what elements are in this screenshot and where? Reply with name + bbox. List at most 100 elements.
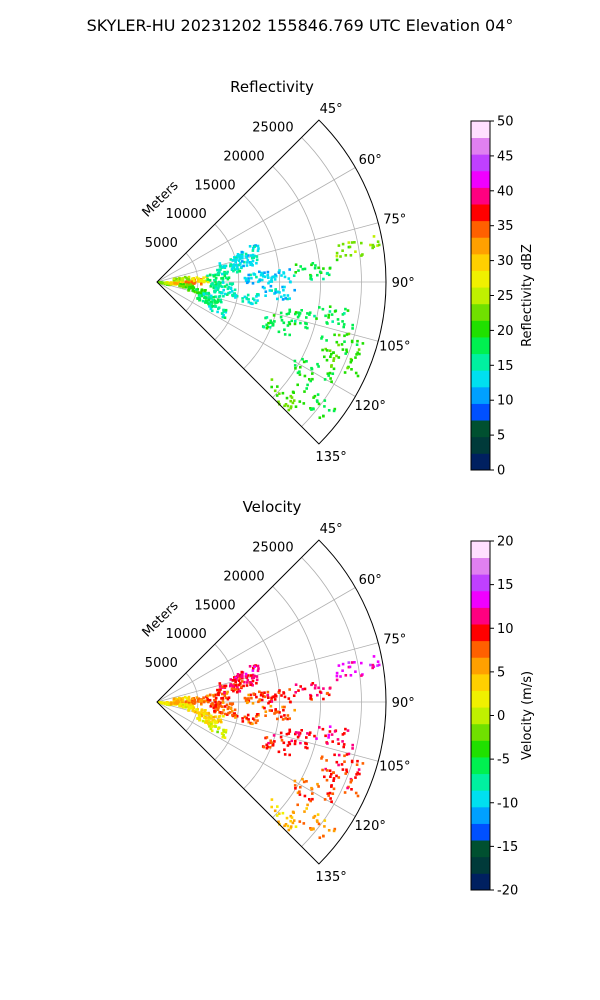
- echo-pixel: [219, 268, 222, 271]
- echo-pixel: [179, 283, 182, 286]
- echo-pixel: [209, 693, 212, 697]
- echo-pixel: [298, 373, 302, 376]
- echo-pixel: [262, 275, 265, 278]
- echo-pixel: [209, 285, 213, 288]
- echo-pixel: [198, 297, 202, 300]
- echo-pixel: [357, 768, 361, 771]
- echo-pixel: [250, 676, 254, 680]
- echo-pixel: [226, 707, 230, 711]
- echo-pixel: [376, 660, 380, 663]
- echo-pixel: [215, 301, 218, 304]
- echo-pixel: [226, 697, 230, 701]
- echo-pixel: [183, 275, 187, 279]
- colorbar-segment: [471, 624, 490, 642]
- echo-pixel: [247, 273, 250, 277]
- echo-pixel: [337, 244, 341, 247]
- echo-pixel: [313, 266, 317, 270]
- echo-pixel: [306, 732, 309, 735]
- echo-pixel: [345, 753, 349, 756]
- echo-pixel: [329, 775, 332, 778]
- echo-pixel: [179, 700, 183, 704]
- echo-pixel: [277, 691, 281, 694]
- echo-pixel: [326, 742, 329, 745]
- echo-pixel: [219, 718, 222, 722]
- echo-pixel: [210, 717, 213, 720]
- echo-pixel: [354, 250, 357, 253]
- colorbar-label: Reflectivity dBZ: [520, 244, 535, 347]
- echo-pixel: [195, 276, 199, 279]
- echo-pixel: [304, 326, 307, 329]
- echo-pixel: [269, 319, 272, 323]
- echo-pixel: [286, 714, 290, 717]
- colorbar-segment: [471, 220, 490, 238]
- echo-pixel: [236, 673, 240, 676]
- echo-pixel: [350, 241, 354, 244]
- echo-pixel: [280, 715, 283, 719]
- colorbar-tick-label: 45: [497, 149, 514, 164]
- range-tick-label: 15000: [194, 598, 235, 613]
- echo-pixel: [288, 322, 292, 326]
- echo-pixel: [360, 254, 363, 257]
- echo-pixel: [305, 322, 308, 326]
- echo-pixel: [253, 674, 256, 678]
- echo-pixel: [234, 260, 237, 264]
- echo-pixel: [328, 305, 332, 308]
- echo-pixel: [263, 271, 266, 274]
- colorbar-segment: [471, 806, 490, 824]
- echo-pixel: [360, 674, 363, 677]
- echo-pixel: [225, 696, 228, 700]
- echo-pixel: [343, 754, 346, 758]
- echo-pixel: [240, 265, 243, 269]
- echo-cluster: [258, 268, 292, 284]
- echo-pixel: [286, 324, 290, 327]
- echo-pixel: [225, 276, 228, 280]
- echo-pixel: [216, 298, 220, 302]
- echo-pixel: [279, 731, 283, 735]
- echo-pixel: [327, 313, 331, 317]
- theta-tick-label: 75°: [383, 212, 406, 227]
- echo-pixel: [273, 698, 277, 701]
- echo-pixel: [249, 273, 252, 277]
- echo-pixel: [351, 747, 354, 750]
- echo-pixel: [332, 779, 335, 782]
- echo-pixel: [296, 735, 300, 739]
- echo-pixel: [255, 255, 259, 258]
- echo-pixel: [341, 348, 345, 351]
- echo-pixel: [222, 310, 225, 313]
- echo-pixel: [251, 669, 255, 672]
- echo-pixel: [269, 284, 273, 288]
- echo-pixel: [217, 727, 220, 730]
- echo-pixel: [344, 307, 347, 311]
- echo-pixel: [347, 661, 351, 664]
- echo-cluster: [216, 682, 243, 696]
- echo-pixel: [321, 307, 325, 311]
- echo-pixel: [318, 836, 322, 839]
- colorbar-tick-label: 0: [497, 464, 505, 479]
- echo-pixel: [234, 293, 237, 297]
- echo-pixel: [312, 396, 315, 399]
- echo-pixel: [227, 696, 231, 699]
- range-tick-label: 10000: [165, 627, 206, 642]
- echo-pixel: [296, 791, 300, 795]
- echo-pixel: [294, 271, 297, 274]
- echo-pixel: [333, 730, 337, 733]
- echo-pixel: [265, 746, 269, 750]
- echo-pixel: [235, 690, 239, 694]
- echo-pixel: [324, 314, 327, 318]
- echo-pixel: [172, 277, 176, 281]
- echo-pixel: [227, 285, 230, 289]
- echo-pixel: [264, 316, 267, 320]
- echo-pixel: [226, 270, 229, 274]
- echo-pixel: [264, 294, 267, 297]
- echo-pixel: [335, 678, 339, 682]
- echo-pixel: [195, 288, 198, 291]
- echo-pixel: [234, 676, 237, 680]
- echo-pixel: [330, 772, 333, 776]
- echo-pixel: [341, 733, 345, 736]
- echo-pixel: [170, 281, 173, 285]
- echo-pixel: [328, 730, 332, 733]
- echo-pixel: [280, 694, 283, 697]
- echo-pixel: [213, 698, 216, 702]
- echo-pixel: [341, 320, 344, 323]
- echo-pixel: [297, 311, 300, 314]
